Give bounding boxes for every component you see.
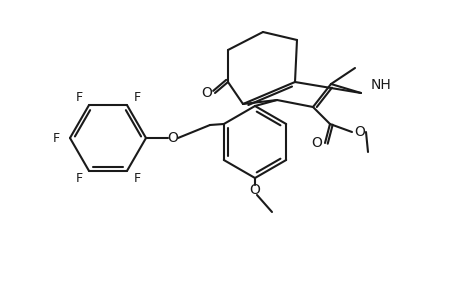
Text: O: O xyxy=(201,86,212,100)
Text: F: F xyxy=(75,172,82,185)
Text: F: F xyxy=(52,131,59,145)
Text: NH: NH xyxy=(370,78,391,92)
Text: F: F xyxy=(75,91,82,103)
Text: F: F xyxy=(133,91,140,103)
Text: O: O xyxy=(167,131,178,145)
Text: O: O xyxy=(354,125,364,139)
Text: O: O xyxy=(311,136,322,150)
Text: F: F xyxy=(133,172,140,185)
Text: O: O xyxy=(249,183,260,197)
